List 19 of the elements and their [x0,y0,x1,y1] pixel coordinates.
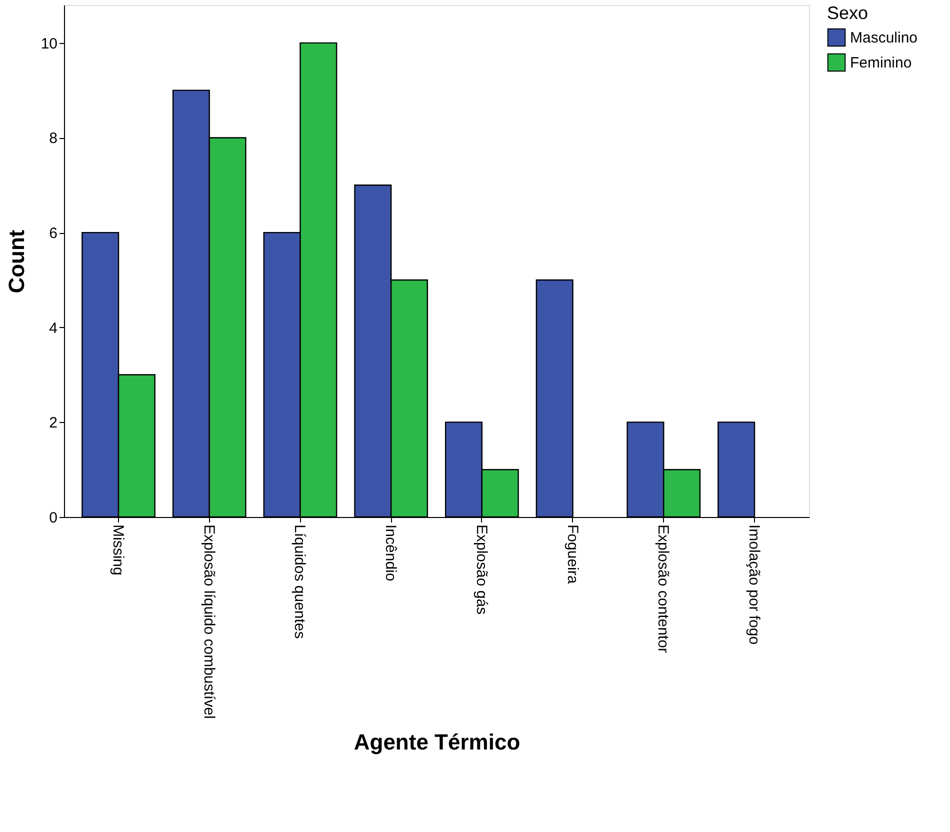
legend-label: Masculino [850,30,918,46]
legend-title: Sexo [827,3,868,23]
y-tick-label: 2 [49,414,58,432]
x-tick-label: Fogueira [564,524,581,584]
x-axis-title: Agente Térmico [354,730,520,754]
y-tick-label: 6 [49,225,58,242]
y-axis-title: Count [4,229,29,294]
y-tick-label: 10 [40,35,58,52]
x-tick-label: Incêndio [382,524,400,582]
y-tick-label: 0 [49,510,58,526]
x-tick-label: Imolação por fogo [745,524,762,645]
x-tick-label: Explosão líquido combustível [200,524,218,719]
x-tick-label: Líquidos quentes [291,524,308,639]
x-tick-label: Missing [110,524,127,576]
legend-label: Feminino [850,54,912,72]
x-tick-label: Explosão contentor [654,524,672,653]
y-tick-label: 4 [49,320,58,337]
x-tick-label: Explosão gás [472,524,490,615]
y-tick-label: 8 [49,130,58,148]
